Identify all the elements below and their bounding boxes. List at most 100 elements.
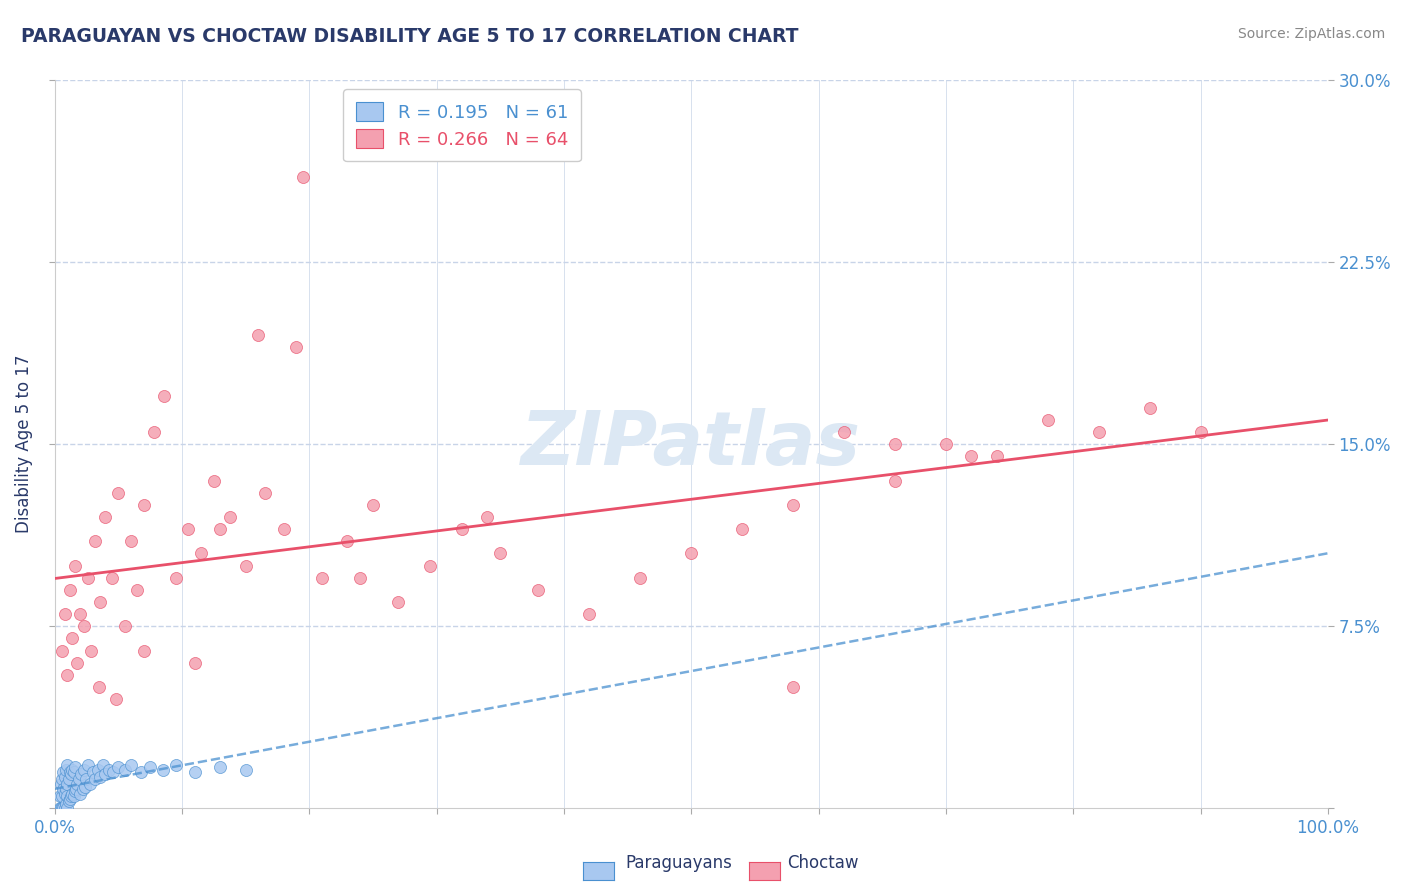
Point xyxy=(273,522,295,536)
Text: ZIPatlas: ZIPatlas xyxy=(522,408,862,481)
Point xyxy=(285,340,308,354)
Point xyxy=(63,784,86,798)
Point xyxy=(72,782,94,797)
Point xyxy=(209,522,232,536)
Point xyxy=(53,787,76,801)
Point xyxy=(132,498,155,512)
Point xyxy=(114,619,136,633)
Point xyxy=(59,582,82,597)
Point xyxy=(62,764,84,779)
Point xyxy=(253,485,276,500)
Point xyxy=(681,546,703,560)
Text: Choctaw: Choctaw xyxy=(787,855,859,872)
Point xyxy=(884,437,907,451)
Point xyxy=(53,801,76,815)
Point xyxy=(782,680,804,694)
Point xyxy=(66,777,89,791)
Text: PARAGUAYAN VS CHOCTAW DISABILITY AGE 5 TO 17 CORRELATION CHART: PARAGUAYAN VS CHOCTAW DISABILITY AGE 5 T… xyxy=(21,27,799,45)
Point xyxy=(49,777,72,791)
Point xyxy=(127,582,149,597)
Point xyxy=(235,558,257,573)
Point xyxy=(84,772,107,787)
Point xyxy=(65,782,87,797)
Point xyxy=(94,767,117,781)
Point xyxy=(51,789,73,804)
Point xyxy=(84,534,107,549)
Point xyxy=(107,760,129,774)
Point xyxy=(129,764,152,779)
Point xyxy=(960,450,983,464)
Point xyxy=(291,170,314,185)
Point xyxy=(73,763,96,777)
Point xyxy=(52,764,75,779)
Y-axis label: Disability Age 5 to 17: Disability Age 5 to 17 xyxy=(15,355,32,533)
Point xyxy=(56,777,79,791)
Point xyxy=(139,760,162,774)
Point xyxy=(1139,401,1161,415)
Point xyxy=(60,632,83,646)
Point xyxy=(349,571,371,585)
Point xyxy=(311,571,333,585)
Point xyxy=(101,571,124,585)
Point xyxy=(75,780,97,794)
Point xyxy=(120,757,142,772)
Point xyxy=(59,764,82,779)
Point xyxy=(87,680,110,694)
Point xyxy=(152,763,174,777)
Point xyxy=(63,760,86,774)
Point xyxy=(1087,425,1109,439)
Point xyxy=(58,794,80,808)
Point xyxy=(104,692,127,706)
Legend: R = 0.195   N = 61, R = 0.266   N = 64: R = 0.195 N = 61, R = 0.266 N = 64 xyxy=(343,89,581,161)
Point xyxy=(58,772,80,787)
Point xyxy=(55,763,77,777)
Point xyxy=(67,772,90,787)
Point xyxy=(79,777,101,791)
Point xyxy=(56,801,79,815)
Point xyxy=(884,474,907,488)
Text: Source: ZipAtlas.com: Source: ZipAtlas.com xyxy=(1237,27,1385,41)
Point xyxy=(80,643,103,657)
Point xyxy=(477,510,499,524)
Point xyxy=(89,770,111,784)
Point xyxy=(202,474,225,488)
Point xyxy=(120,534,142,549)
Point xyxy=(98,763,121,777)
Point xyxy=(91,757,114,772)
Point xyxy=(60,789,83,804)
Point xyxy=(52,801,75,815)
Point xyxy=(63,558,86,573)
Point xyxy=(53,607,76,622)
Point xyxy=(87,763,110,777)
Point xyxy=(48,789,70,804)
Point xyxy=(62,789,84,804)
Point xyxy=(48,801,70,815)
Point xyxy=(55,782,77,797)
Point xyxy=(89,595,111,609)
Point xyxy=(51,801,73,815)
Text: Paraguayans: Paraguayans xyxy=(626,855,733,872)
Point xyxy=(94,510,117,524)
Point xyxy=(60,763,83,777)
Point xyxy=(60,787,83,801)
Point xyxy=(76,571,98,585)
Point xyxy=(247,327,270,342)
Point xyxy=(101,764,124,779)
Point xyxy=(49,801,72,815)
Point xyxy=(55,797,77,811)
Point xyxy=(177,522,200,536)
Point xyxy=(1036,413,1059,427)
Point xyxy=(56,789,79,804)
Point xyxy=(336,534,359,549)
Point xyxy=(209,760,232,774)
Point xyxy=(56,757,79,772)
Point xyxy=(419,558,441,573)
Point xyxy=(51,772,73,787)
Point xyxy=(114,763,136,777)
Point xyxy=(731,522,754,536)
Point xyxy=(183,764,205,779)
Point xyxy=(59,791,82,805)
Point xyxy=(935,437,957,451)
Point xyxy=(165,757,187,772)
Point xyxy=(489,546,512,560)
